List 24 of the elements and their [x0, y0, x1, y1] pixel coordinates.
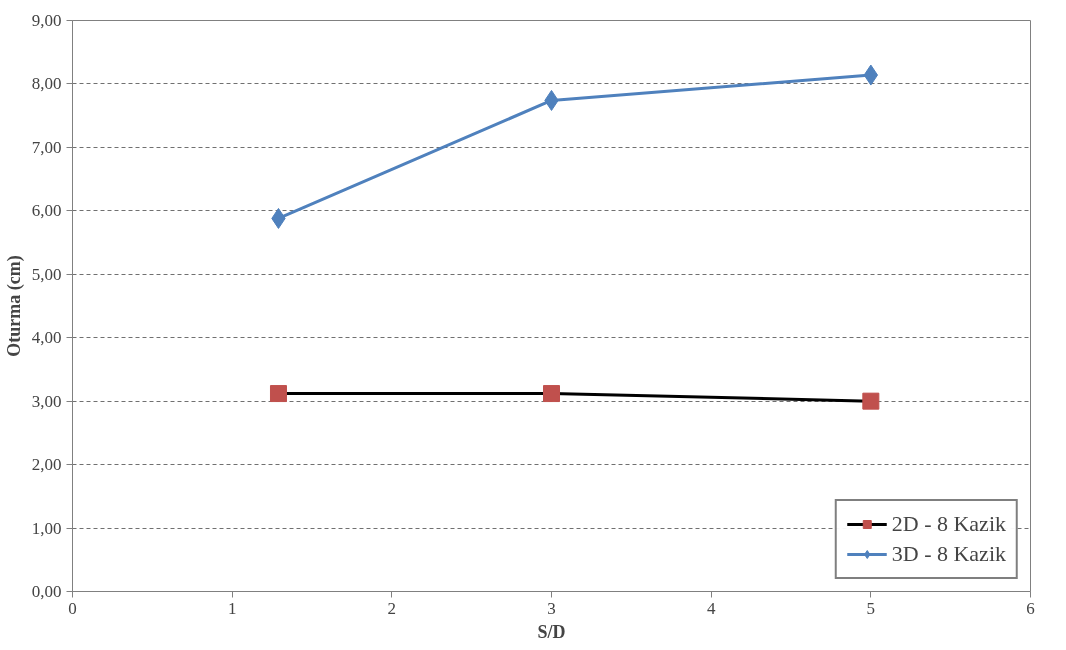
- y-axis-title: Oturma (cm): [3, 255, 25, 357]
- x-axis-title: S/D: [537, 621, 566, 642]
- point: [269, 385, 287, 403]
- y-tick-label: 7,00: [31, 137, 62, 157]
- y-tick-label: 0,00: [31, 582, 62, 601]
- y-tick-label: 8,00: [31, 74, 62, 94]
- y-tick-label: 5,00: [31, 264, 62, 284]
- x-tick-label: 3: [547, 598, 556, 618]
- x-tick-label: 4: [706, 598, 716, 618]
- y-tick-label: 3,00: [31, 391, 62, 411]
- legend-label: 2D - 8 Kazik: [891, 511, 1006, 537]
- point: [543, 385, 560, 403]
- y-tick-label: 1,00: [31, 518, 62, 538]
- y-tick-label: 6,00: [31, 201, 62, 221]
- x-tick-label: 0: [68, 598, 77, 618]
- point: [862, 392, 880, 410]
- y-tick-label: 4,00: [31, 328, 62, 348]
- x-tick-label: 6: [1026, 598, 1035, 618]
- x-tick-label: 5: [866, 598, 876, 618]
- legend-label: 3D - 8 Kazik: [891, 541, 1006, 567]
- y-tick-label: 9,00: [31, 11, 62, 30]
- x-tick-label: 1: [227, 598, 237, 618]
- y-tick-label: 2,00: [31, 455, 62, 475]
- x-tick-label: 2: [387, 598, 397, 618]
